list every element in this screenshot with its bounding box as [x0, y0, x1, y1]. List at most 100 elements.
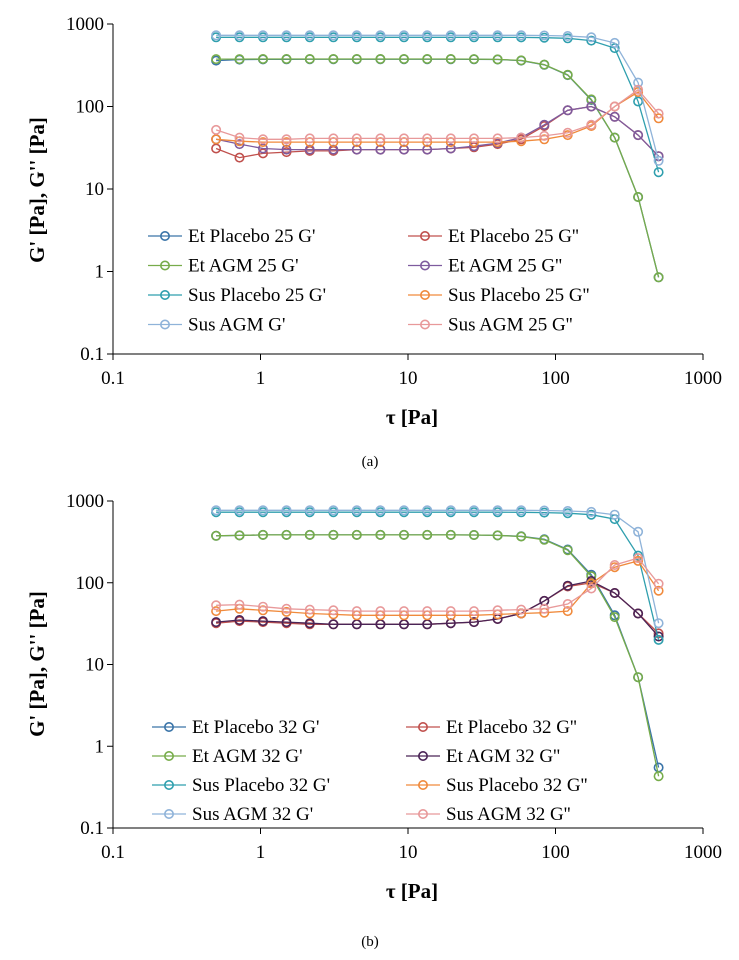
chart-a-data-point: [351, 53, 362, 64]
chart-a-legend-marker: [160, 231, 171, 242]
chart-a-data-point: [562, 69, 573, 80]
chart-b-data-point: [539, 603, 550, 614]
chart-b-data-point: [304, 505, 315, 516]
chart-b-legend-marker: [164, 750, 175, 761]
chart-a-data-point: [492, 30, 503, 41]
chart-a-legend-label: Et Placebo 25 G'': [448, 226, 579, 247]
chart-b-data-point: [398, 505, 409, 516]
chart-b-data-point: [562, 606, 573, 617]
chart-b-data-point: [211, 617, 222, 628]
chart-b-data-point: [211, 505, 222, 516]
chart-a-data-point: [351, 144, 362, 155]
chart-b-data-point: [468, 505, 479, 516]
chart-a-y-tick-label: 10: [85, 179, 104, 200]
chart-b-legend-label: Sus AGM 32 G': [192, 804, 313, 825]
chart-a-data-point: [211, 143, 222, 154]
chart-a-x-tick-label: 0.1: [101, 368, 125, 389]
chart-a-data-point: [653, 272, 664, 283]
chart-a-data-point: [468, 54, 479, 65]
chart-b-data-point: [653, 771, 664, 782]
chart-a-data-point: [562, 127, 573, 138]
chart-a-data-point: [398, 144, 409, 155]
chart-a-data-point: [304, 144, 315, 155]
chart-b-data-point: [281, 617, 292, 628]
chart-a-data-point: [398, 53, 409, 64]
chart-a-data-point: [445, 53, 456, 64]
chart-a-data-point: [586, 119, 597, 130]
chart-b-data-point: [398, 529, 409, 540]
chart-b-y-tick-label: 1: [95, 736, 105, 757]
chart-b-data-point: [633, 555, 644, 566]
chart-b-legend-label: Et AGM 32 G'': [446, 746, 560, 767]
chart-b-data-point: [351, 505, 362, 516]
chart-b-data-point: [328, 529, 339, 540]
chart-a-data-point: [633, 130, 644, 141]
chart-a-legend-marker: [160, 319, 171, 330]
chart-a-data-point: [445, 133, 456, 144]
chart-b-legend-label: Et Placebo 32 G': [192, 717, 319, 738]
chart-a-legend-marker: [160, 260, 171, 271]
chart-b-data-point: [234, 614, 245, 625]
chart-a-data-point: [281, 134, 292, 145]
chart-a-data-point: [281, 30, 292, 41]
chart-b-data-point: [281, 603, 292, 614]
chart-a-legend-label: Et AGM 25 G': [188, 256, 299, 277]
chart-a-y-axis-title: G' [Pa], G'' [Pa]: [25, 117, 49, 263]
chart-b-data-point: [234, 530, 245, 541]
chart-b-data-point: [653, 618, 664, 629]
chart-a-data-point: [257, 53, 268, 64]
chart-a-legend-marker: [419, 260, 430, 271]
chart-b-y-tick-label: 10: [85, 655, 104, 676]
chart-a-data-point: [468, 133, 479, 144]
chart-b-data-point: [633, 608, 644, 619]
chart-a-data-point: [257, 148, 268, 159]
chart-b-data-point: [375, 505, 386, 516]
chart-a-data-point: [211, 30, 222, 41]
chart-a-data-point: [516, 55, 527, 66]
chart-a-data-point: [234, 132, 245, 143]
chart-b-data-point: [328, 619, 339, 630]
chart-b-data-point: [445, 606, 456, 617]
chart-a-data-point: [633, 192, 644, 203]
chart-a-data-point: [375, 53, 386, 64]
chart-a-data-point: [633, 77, 644, 88]
chart-a-legend-label: Et Placebo 25 G': [188, 226, 315, 247]
chart-b-legend-marker: [417, 808, 428, 819]
chart-a-legend-label: Et AGM 25 G'': [448, 256, 562, 277]
chart-a-legend-label: Sus AGM G': [188, 315, 285, 336]
chart-b-data-point: [398, 606, 409, 617]
chart-a-y-tick-label: 100: [76, 97, 105, 118]
chart-b-data-point: [609, 612, 620, 623]
chart-a-data-point: [609, 37, 620, 48]
chart-b-data-point: [539, 534, 550, 545]
chart-b-data-point: [257, 505, 268, 516]
chart-b-data-point: [539, 505, 550, 516]
chart-a-data-point: [234, 30, 245, 41]
chart-b-data-point: [281, 529, 292, 540]
chart-a-data-point: [328, 30, 339, 41]
chart-a-y-tick-label: 1: [95, 262, 105, 283]
chart-a-legend-marker: [419, 231, 430, 242]
chart-a-data-point: [653, 113, 664, 124]
chart-a-data-point: [257, 143, 268, 154]
chart-b-data-point: [586, 506, 597, 517]
chart-b-legend-label: Sus Placebo 32 G': [192, 775, 330, 796]
chart-b-x-tick-label: 0.1: [101, 842, 125, 863]
chart-a-data-point: [328, 144, 339, 155]
chart-a-data-point: [609, 111, 620, 122]
chart-b-data-point: [351, 606, 362, 617]
chart-a-data-point: [445, 30, 456, 41]
chart-a-data-point: [211, 54, 222, 65]
chart-b-data-point: [609, 559, 620, 570]
chart-a-data-point: [492, 54, 503, 65]
chart-b-y-axis-title: G' [Pa], G'' [Pa]: [25, 591, 49, 737]
chart-b-data-point: [633, 526, 644, 537]
chart-b-data-point: [468, 617, 479, 628]
chart-a-legend-label: Sus AGM 25 G'': [448, 315, 573, 336]
chart-b-data-point: [257, 616, 268, 627]
chart-a-data-point: [375, 144, 386, 155]
chart-a-data-point: [211, 134, 222, 145]
chart-a-data-point: [281, 137, 292, 148]
chart-b-x-tick-label: 1: [256, 842, 266, 863]
chart-a-x-tick-label: 1000: [684, 368, 722, 389]
